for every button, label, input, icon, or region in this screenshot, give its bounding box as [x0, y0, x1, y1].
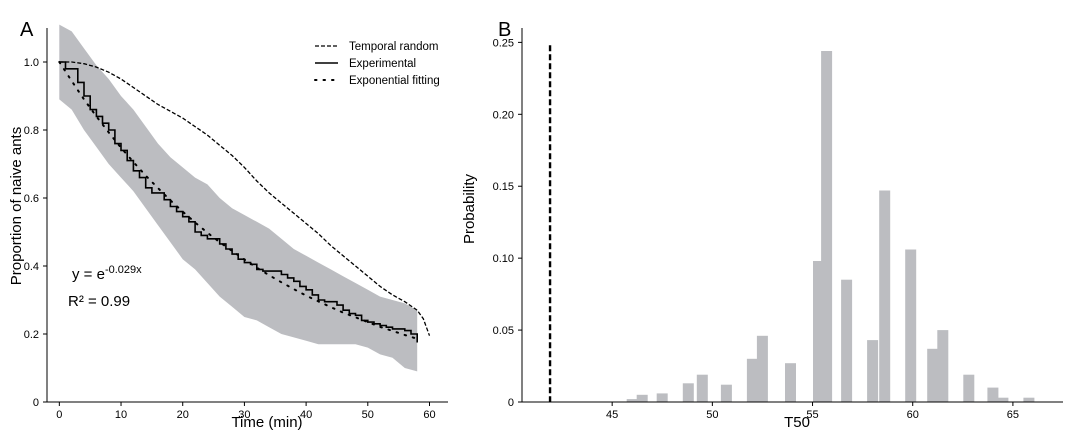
- y-axis-label-b: Probability: [461, 173, 478, 244]
- y-tick-label-b: 0.15: [493, 181, 514, 193]
- y-axis-label-a: Proportion of naive ants: [8, 127, 25, 285]
- histogram-bar: [785, 363, 796, 402]
- histogram-bar: [636, 394, 648, 402]
- legend-label: Experimental: [349, 58, 416, 70]
- series-temporal-random: [59, 61, 431, 336]
- histogram-bar: [963, 374, 975, 402]
- y-tick-label-a: 0: [33, 397, 39, 409]
- y-tick-label-a: 1.0: [24, 57, 39, 69]
- x-tick-label-a: 30: [238, 409, 250, 421]
- y-tick-label-b: 0.25: [493, 37, 514, 49]
- histogram-bar: [879, 190, 891, 402]
- x-tick-label-b: 50: [706, 409, 718, 421]
- series-experimental: [59, 61, 418, 343]
- y-tick-label-a: 0.8: [24, 125, 39, 137]
- histogram-bar: [905, 249, 917, 402]
- histogram-bar: [682, 383, 694, 402]
- x-tick-label-b: 65: [1007, 409, 1019, 421]
- y-tick-label-b: 0: [508, 397, 514, 409]
- legend-a: Temporal random Experimental Exponential f…: [314, 41, 440, 87]
- x-axis-label-b: T50: [784, 414, 810, 431]
- x-tick-label-a: 20: [177, 409, 189, 421]
- histogram-bar: [626, 399, 638, 402]
- series-exponential-fitting: [58, 61, 419, 340]
- x-tick-label-b: 45: [606, 409, 618, 421]
- fit-equation: y = e-0.029x: [72, 264, 142, 283]
- histogram-bar: [746, 358, 758, 402]
- y-tick-label-b: 0.20: [493, 109, 514, 121]
- x-tick-label-a: 0: [56, 409, 62, 421]
- histogram-bar: [841, 279, 853, 402]
- histogram-bar: [720, 384, 732, 402]
- histogram-bar: [813, 261, 824, 402]
- y-tick-label-a: 0.6: [24, 193, 39, 205]
- panel-b: B 45 50 55 60 65 0 0.05 0.10 0.15 0.20 0.25 T50 Proba…: [461, 19, 1063, 431]
- x-tick-label-b: 55: [806, 409, 818, 421]
- y-tick-label-a: 0.2: [24, 329, 39, 341]
- histogram-bar: [1023, 397, 1035, 402]
- x-tick-label-b: 60: [907, 409, 919, 421]
- panel-label-b: B: [498, 19, 511, 41]
- y-tick-label-a: 0.4: [24, 261, 39, 273]
- r-squared: R² = 0.99: [68, 293, 130, 310]
- x-tick-label-a: 50: [362, 409, 374, 421]
- histogram-bar: [696, 374, 708, 402]
- histogram-bar: [756, 335, 768, 402]
- histogram-bar: [997, 397, 1009, 402]
- x-tick-label-a: 10: [115, 409, 127, 421]
- y-tick-label-b: 0.10: [493, 253, 514, 265]
- panel-label-a: A: [20, 19, 34, 41]
- histogram-bar: [821, 51, 833, 402]
- legend-label: Exponential fitting: [349, 75, 440, 87]
- histogram-bar: [656, 393, 668, 402]
- x-axis-label-a: Time (min): [231, 414, 302, 431]
- y-tick-label-b: 0.05: [493, 325, 514, 337]
- confidence-band: [59, 24, 418, 372]
- histogram-bar: [867, 340, 879, 402]
- histogram-bar: [937, 330, 949, 402]
- histogram-bar: [987, 387, 999, 402]
- histogram-bar: [927, 348, 939, 402]
- x-tick-label-a: 60: [423, 409, 435, 421]
- panel-a: A 0 10 20 30 40 50 60 0 0.2 0.4 0.6 0.8 1.0 Time (min)…: [8, 19, 448, 431]
- legend-label: Temporal random: [349, 41, 438, 53]
- x-tick-label-a: 40: [300, 409, 312, 421]
